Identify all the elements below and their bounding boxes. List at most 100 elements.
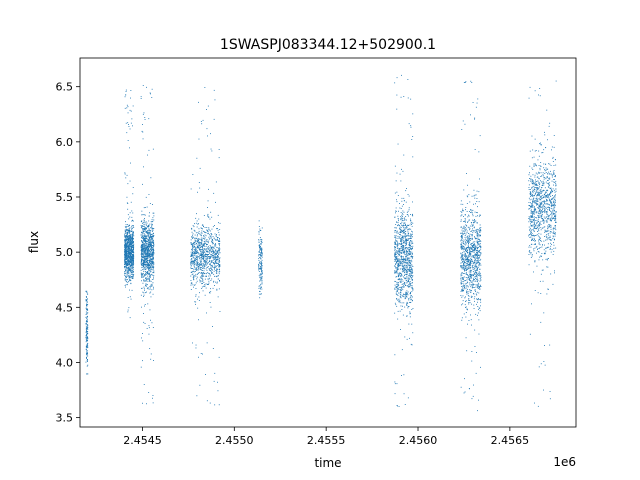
data-point [477, 237, 479, 239]
data-point [149, 267, 151, 269]
data-point [140, 221, 142, 223]
data-point [411, 300, 413, 302]
data-point [124, 229, 126, 231]
data-point [129, 264, 131, 265]
data-point [406, 261, 408, 263]
data-point [396, 258, 397, 259]
data-point [411, 251, 413, 253]
data-point [148, 263, 149, 265]
data-point [198, 300, 200, 301]
data-point [209, 292, 211, 294]
data-point [214, 256, 216, 258]
data-point [201, 265, 203, 266]
data-point [460, 290, 462, 292]
data-point [399, 300, 401, 302]
data-point [474, 266, 476, 267]
data-point [408, 286, 410, 287]
data-point [127, 263, 129, 265]
data-point [478, 274, 480, 275]
data-point [194, 261, 196, 263]
data-point [467, 288, 468, 290]
data-point [131, 263, 132, 265]
data-point [146, 264, 148, 265]
data-point [143, 245, 145, 247]
data-point [479, 234, 480, 236]
data-point [401, 274, 403, 276]
data-point [400, 292, 402, 294]
data-point [149, 276, 151, 278]
data-point [151, 263, 152, 265]
data-point [131, 249, 133, 251]
data-point [397, 299, 399, 301]
data-point [406, 240, 408, 241]
data-point [144, 289, 145, 291]
data-point [201, 241, 202, 243]
data-point [396, 251, 398, 253]
data-point [128, 250, 130, 251]
data-point [125, 262, 127, 264]
data-point [402, 271, 404, 273]
data-point [476, 241, 478, 243]
data-point [142, 402, 143, 404]
data-point [404, 269, 406, 271]
data-point [476, 252, 477, 253]
data-point [259, 254, 261, 256]
data-point [464, 240, 466, 242]
data-point [193, 245, 195, 247]
data-point [474, 253, 476, 255]
data-point [407, 264, 409, 265]
data-point [149, 241, 150, 243]
data-point [219, 249, 220, 251]
data-point [216, 288, 218, 290]
data-point [145, 227, 146, 229]
data-point [212, 247, 214, 248]
data-point [463, 263, 464, 264]
data-point [219, 261, 221, 263]
data-point [261, 247, 263, 249]
data-point [465, 283, 467, 285]
data-point [150, 244, 152, 246]
data-point [398, 263, 399, 265]
data-point [190, 280, 192, 281]
data-point [466, 265, 468, 267]
data-point [198, 266, 200, 267]
data-point [395, 224, 397, 225]
data-point [146, 243, 147, 245]
data-point [126, 256, 128, 258]
data-point [475, 258, 476, 260]
data-point [129, 261, 131, 263]
data-point [126, 235, 128, 237]
data-point [400, 272, 401, 274]
data-point [126, 276, 127, 278]
data-point [149, 275, 151, 277]
data-point [212, 226, 214, 228]
data-point [199, 249, 201, 250]
data-point [407, 235, 409, 237]
data-point [200, 262, 202, 264]
data-point [397, 262, 399, 264]
data-point [462, 295, 464, 297]
data-point [394, 246, 396, 247]
data-point [124, 279, 126, 281]
data-point [480, 279, 482, 281]
data-point [396, 237, 398, 239]
data-point [197, 268, 199, 269]
data-point [404, 253, 406, 255]
data-point [125, 263, 127, 265]
data-point [130, 255, 131, 257]
data-point [211, 241, 213, 242]
data-point [406, 293, 408, 295]
data-point [149, 255, 151, 257]
data-point [463, 264, 465, 266]
data-point [399, 296, 401, 298]
data-point [397, 265, 399, 267]
data-point [213, 118, 215, 120]
data-point [149, 278, 150, 280]
data-point [398, 232, 400, 234]
data-point [410, 274, 412, 276]
data-point [143, 259, 145, 261]
data-point [87, 340, 88, 342]
data-point [143, 238, 145, 239]
data-point [125, 235, 127, 237]
data-point [124, 250, 125, 252]
